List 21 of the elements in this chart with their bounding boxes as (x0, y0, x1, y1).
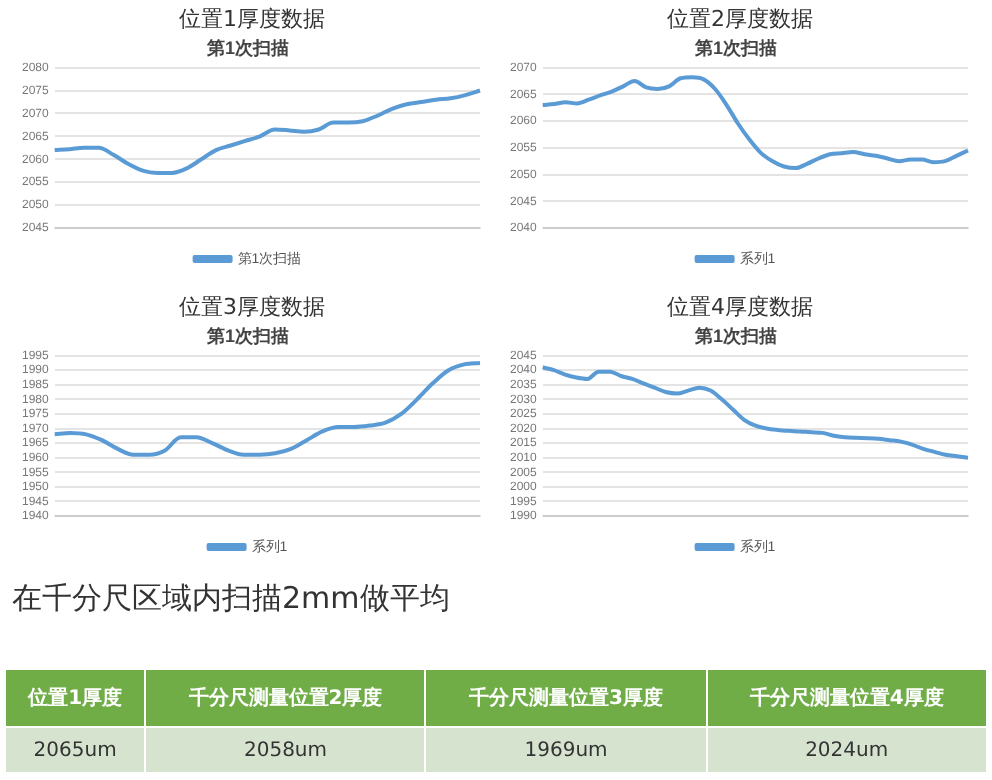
text: 2065um (33, 739, 117, 761)
chart-title: 位置3厚度数据 (177, 292, 327, 322)
text: 2024um (805, 739, 889, 761)
category-label: 千分尺测量位置2厚度 (145, 669, 426, 727)
text: 1969um (524, 739, 608, 761)
chart-title: 位置1厚度数据 (177, 4, 327, 34)
chart-subtitle: 第1次扫描 (692, 325, 778, 346)
category-label: 千分尺测量位置4厚度 (706, 669, 987, 727)
line-series (540, 75, 970, 171)
category-label: 千分尺测量位置3厚度 (425, 669, 707, 727)
category-label: 位置1厚度 (5, 669, 146, 727)
chart-subtitle: 第1次扫描 (204, 37, 290, 58)
chart-subtitle: 第1次扫描 (204, 325, 290, 346)
line-series (52, 88, 482, 176)
line-series (540, 365, 970, 460)
line-series (52, 360, 482, 457)
chart-subtitle: 第1次扫描 (692, 37, 778, 58)
text: 2058um (243, 739, 328, 761)
text: 在千分尺区域内扫描2mm做平均 (12, 580, 452, 620)
chart-title: 位置2厚度数据 (665, 4, 815, 34)
chart-title: 位置4厚度数据 (665, 292, 815, 322)
